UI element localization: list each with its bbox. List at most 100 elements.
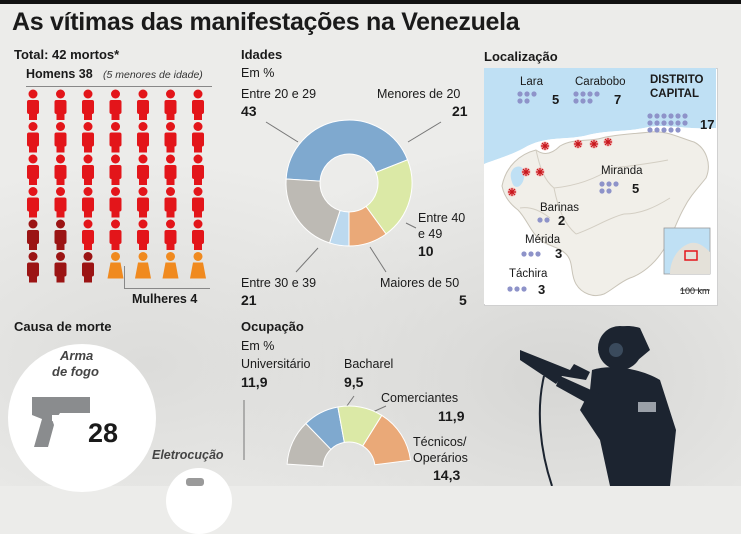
victim-dot <box>668 127 674 133</box>
man-figure-icon <box>164 187 177 218</box>
woman-figure-icon <box>190 252 206 279</box>
man-figure-icon <box>109 154 122 185</box>
woman-figure-icon <box>107 252 124 279</box>
age-value-30-39: 21 <box>241 292 257 308</box>
victim-dot <box>661 113 667 119</box>
man-figure-icon <box>82 89 94 120</box>
state-count-tachira: 3 <box>538 282 546 297</box>
minor-figure-icon <box>54 219 67 250</box>
man-figure-icon <box>27 154 39 185</box>
donut-slice-t-cnicos-oper-rios <box>362 414 412 466</box>
man-figure-icon <box>82 122 94 153</box>
cause-heading: Causa de morte <box>14 319 112 334</box>
age-label-30-39: Entre 30 e 39 <box>241 276 317 290</box>
occ-value-comerciantes: 11,9 <box>438 408 465 424</box>
map-markers <box>507 91 688 292</box>
victim-dot <box>524 91 530 97</box>
state-name-tachira: Táchira <box>509 268 548 280</box>
man-figure-icon <box>192 219 204 250</box>
victim-dot <box>517 91 523 97</box>
victim-dot <box>682 120 688 126</box>
state-name-merida: Mérida <box>525 234 561 246</box>
state-name-distrito-capital-line2: CAPITAL <box>650 88 699 100</box>
top-rule <box>0 0 741 4</box>
man-figure-icon <box>192 187 204 218</box>
soldier-illustration <box>520 326 676 486</box>
state-name-lara: Lara <box>520 76 544 88</box>
page-title: As vítimas das manifestações na Venezuel… <box>12 8 520 36</box>
woman-figure-icon <box>135 252 151 279</box>
man-figure-icon <box>109 187 122 218</box>
age-value-20-29: 43 <box>241 103 257 119</box>
victim-dot <box>521 286 527 292</box>
victim-dot <box>573 98 579 104</box>
occ-label-universitario: Universitário <box>241 357 311 371</box>
age-label-40-49-line2: e 49 <box>418 227 443 241</box>
total-label: Total: 42 mortos* <box>14 47 120 62</box>
man-figure-icon <box>109 122 122 153</box>
victim-dot <box>587 91 593 97</box>
state-count-lara: 5 <box>552 92 560 107</box>
victim-dot <box>661 127 667 133</box>
man-figure-icon <box>82 187 94 218</box>
location-star-rays <box>604 138 612 146</box>
man-figure-icon <box>164 219 177 250</box>
location-star-rays <box>522 168 530 176</box>
firearm-label: Arma <box>60 348 94 363</box>
victim-dot <box>606 181 612 187</box>
men-note: (5 menores de idade) <box>103 69 203 81</box>
man-figure-icon <box>137 154 149 185</box>
victim-dot <box>517 98 523 104</box>
location-star-rays <box>541 142 549 150</box>
age-leader-lines <box>265 121 442 273</box>
ages-unit: Em % <box>241 66 275 80</box>
ages-donut-chart <box>285 119 413 247</box>
victim-dot <box>587 98 593 104</box>
man-figure-icon <box>164 154 177 185</box>
state-name-carabobo: Carabobo <box>575 76 626 88</box>
age-label-under-20: Menores de 20 <box>377 87 461 101</box>
victim-dot <box>524 98 530 104</box>
man-figure-icon <box>137 122 149 153</box>
victim-dot <box>675 120 681 126</box>
map-scale: 100 km <box>680 286 710 296</box>
man-figure-icon <box>82 219 94 250</box>
man-figure-icon <box>137 219 149 250</box>
victim-dot <box>606 188 612 194</box>
women-bracket-line <box>124 288 210 289</box>
man-figure-icon <box>54 154 67 185</box>
victim-dot <box>675 113 681 119</box>
victim-dot <box>682 113 688 119</box>
ages-heading: Idades <box>241 47 283 62</box>
people-pictogram <box>27 89 206 283</box>
state-count-barinas: 2 <box>558 213 566 228</box>
victim-dot <box>654 127 660 133</box>
age-value-40-49: 10 <box>418 243 434 259</box>
minor-figure-icon <box>82 252 94 283</box>
donut-slice-entre-20-e-29 <box>285 119 409 182</box>
location-star-rays <box>590 140 598 148</box>
man-figure-icon <box>137 89 149 120</box>
man-figure-icon <box>54 89 67 120</box>
pistol-icon <box>32 397 90 447</box>
firearm-value: 28 <box>88 418 119 448</box>
state-count-distrito-capital: 17 <box>700 117 715 132</box>
state-name-distrito-capital: DISTRITO <box>650 74 704 86</box>
victim-dot <box>675 127 681 133</box>
minor-figure-icon <box>27 219 39 250</box>
occ-value-universitario: 11,9 <box>241 374 268 390</box>
man-figure-icon <box>54 122 67 153</box>
occupation-donut-chart <box>286 405 412 467</box>
occ-label-tecnicos: Técnicos/ <box>413 435 467 449</box>
victim-dot <box>668 113 674 119</box>
location-star-rays <box>508 188 516 196</box>
woman-figure-icon <box>162 252 179 279</box>
state-name-miranda: Miranda <box>601 165 643 177</box>
state-count-miranda: 5 <box>632 181 640 196</box>
man-figure-icon <box>192 122 204 153</box>
victim-dot <box>613 181 619 187</box>
age-value-under-20: 21 <box>452 103 468 119</box>
age-label-20-29: Entre 20 e 29 <box>241 87 317 101</box>
victim-dot <box>654 120 660 126</box>
age-label-over-50: Maiores de 50 <box>380 276 460 290</box>
